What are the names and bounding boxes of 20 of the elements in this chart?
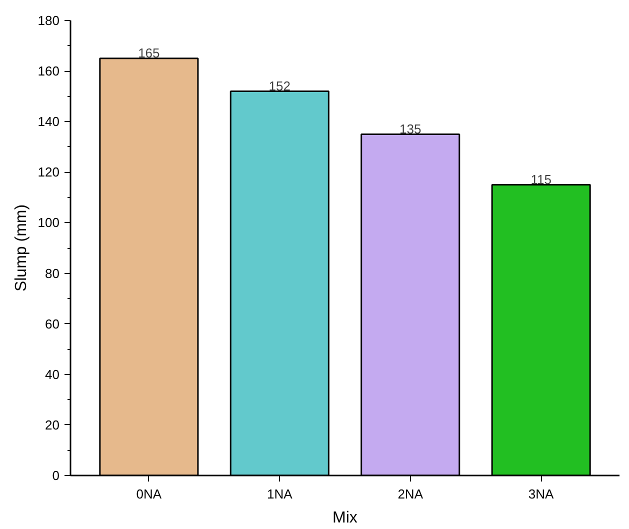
x-tick-label: 2NA <box>398 486 424 502</box>
y-tick-label: 0 <box>52 468 60 483</box>
y-tick-label: 60 <box>45 316 60 332</box>
data-label: 135 <box>400 121 422 136</box>
data-label: 165 <box>138 45 160 60</box>
x-tick-label: 1NA <box>267 486 293 502</box>
y-axis-title: Slump (mm) <box>12 204 30 292</box>
y-tick-label: 20 <box>45 417 60 432</box>
y-tick-label: 40 <box>45 366 60 382</box>
y-tick-label: 140 <box>38 114 60 130</box>
x-tick-label: 0NA <box>136 486 162 502</box>
data-label: 115 <box>530 172 552 187</box>
x-tick-label: 3NA <box>528 486 554 502</box>
y-tick-label: 160 <box>38 64 60 79</box>
y-tick-label: 120 <box>38 164 60 180</box>
y-tick-label: 180 <box>38 13 60 28</box>
data-label: 152 <box>268 78 290 94</box>
y-tick-label: 80 <box>45 266 60 281</box>
x-axis-title: Mix <box>332 510 358 526</box>
y-tick-label: 100 <box>38 215 60 230</box>
